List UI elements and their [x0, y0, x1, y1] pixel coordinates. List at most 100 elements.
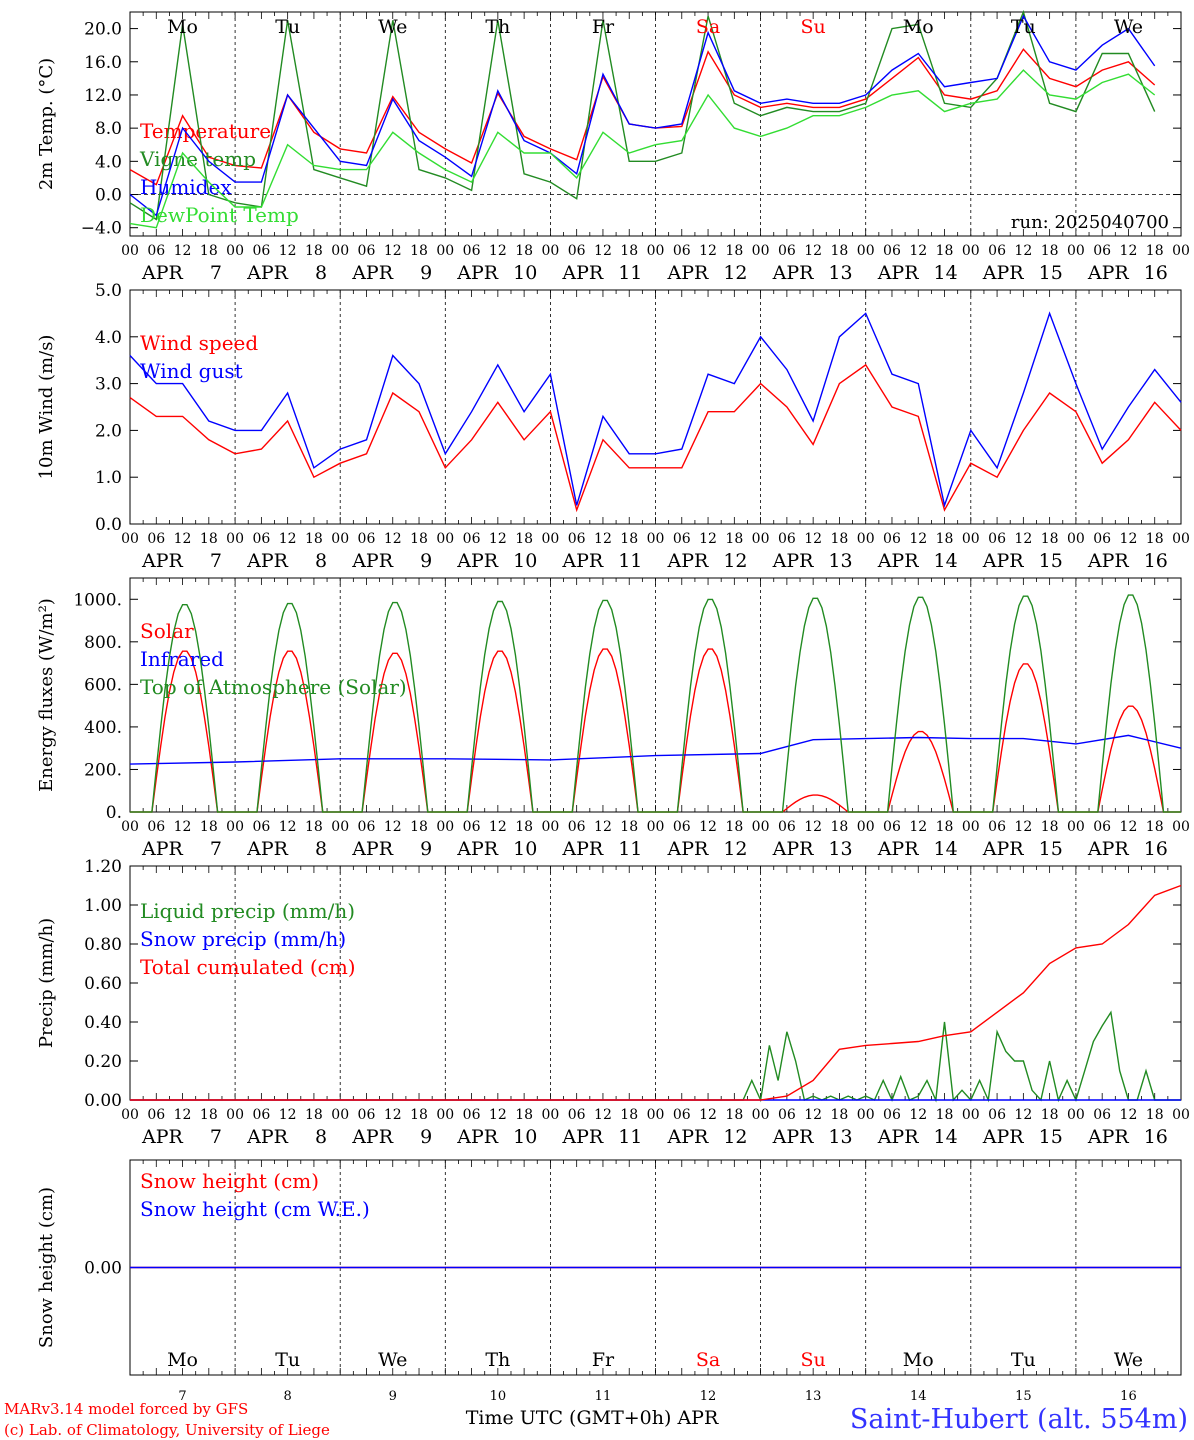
hour-tick-label: 06 [147, 531, 165, 547]
station-label: Saint-Hubert (alt. 554m) [850, 1404, 1188, 1435]
day-label: 10 [513, 550, 537, 572]
hour-tick-label: 18 [1146, 531, 1164, 547]
y-tick-label: 0.0 [95, 515, 122, 535]
hour-tick-label: 12 [594, 819, 612, 835]
legend-entry: Total cumulated (cm) [140, 955, 356, 979]
hour-tick-label: 00 [857, 531, 875, 547]
hour-tick-label: 06 [673, 243, 691, 259]
hour-tick-label: 00 [1172, 531, 1190, 547]
month-label: APR [667, 838, 710, 860]
hour-tick-label: 18 [200, 243, 218, 259]
hour-tick-label: 18 [305, 1107, 323, 1123]
day-label: 11 [618, 550, 642, 572]
month-label: APR [561, 838, 604, 860]
hour-tick-label: 12 [384, 531, 402, 547]
day-label: 15 [1039, 838, 1063, 860]
y-axis-label: 2m Temp. (°C) [36, 58, 57, 190]
hour-tick-label: 06 [673, 531, 691, 547]
hour-tick-label: 00 [752, 1107, 770, 1123]
month-label: APR [772, 550, 815, 572]
weekday-label: Tu [1011, 16, 1036, 38]
series-line-3 [130, 884, 1182, 1101]
hour-tick-label: 12 [174, 243, 192, 259]
hour-tick-label: 06 [252, 1107, 270, 1123]
weekday-label: Mo [903, 1349, 934, 1371]
hour-tick-label: 00 [226, 1107, 244, 1123]
day-label: 12 [723, 1126, 747, 1148]
hour-tick-label: 18 [936, 243, 954, 259]
month-label: APR [561, 262, 604, 284]
y-tick-label: 800. [84, 633, 122, 653]
hour-tick-label: 00 [331, 819, 349, 835]
legend-entry: Snow precip (mm/h) [140, 927, 346, 951]
hour-tick-label: 18 [410, 1107, 428, 1123]
hour-tick-label: 18 [620, 1107, 638, 1123]
month-label: APR [141, 838, 184, 860]
hour-tick-label: 00 [331, 531, 349, 547]
day-label: 12 [723, 838, 747, 860]
y-tick-label: 20.0 [84, 20, 122, 40]
month-label: APR [351, 838, 394, 860]
y-axis-label: Snow height (cm) [36, 1187, 57, 1348]
month-label: APR [246, 550, 289, 572]
weekday-label: We [1114, 16, 1143, 38]
weekday-label: Fr [592, 16, 615, 38]
y-tick-label: 0.80 [84, 935, 122, 955]
hour-tick-label: 06 [252, 819, 270, 835]
hour-tick-label: 06 [358, 819, 376, 835]
hour-tick-label: 18 [305, 243, 323, 259]
legend-entry: Top of Atmosphere (Solar) [140, 675, 407, 699]
hour-tick-label: 18 [831, 243, 849, 259]
hour-tick-label: 18 [725, 819, 743, 835]
hour-tick-label: 06 [1093, 1107, 1111, 1123]
month-label: APR [246, 1126, 289, 1148]
legend-entry: Wind speed [140, 331, 258, 355]
hour-tick-label: 12 [489, 531, 507, 547]
y-tick-label: 0. [106, 803, 122, 823]
day-label: 7 [210, 1126, 222, 1148]
day-label: 14 [934, 1126, 958, 1148]
hour-tick-label: 00 [331, 1107, 349, 1123]
month-label: APR [982, 262, 1025, 284]
hour-tick-label: 12 [1014, 819, 1032, 835]
legend-entry: Wind gust [140, 359, 243, 383]
month-label: APR [141, 550, 184, 572]
hour-tick-label: 18 [1041, 1107, 1059, 1123]
series-line-1 [129, 363, 1182, 513]
month-label: APR [1087, 838, 1130, 860]
y-tick-label: 0.20 [84, 1052, 122, 1072]
hour-tick-label: 00 [226, 243, 244, 259]
legend-entry: Temperature [140, 119, 271, 143]
day-number-label: 13 [805, 1389, 822, 1404]
series-line-3 [129, 14, 1156, 217]
day-number-label: 10 [490, 1389, 507, 1404]
legend-entry: Infrared [140, 647, 224, 671]
day-label: 11 [618, 838, 642, 860]
hour-tick-label: 12 [384, 243, 402, 259]
hour-tick-label: 18 [1041, 243, 1059, 259]
day-label: 12 [723, 262, 747, 284]
hour-tick-label: 12 [489, 243, 507, 259]
month-label: APR [351, 262, 394, 284]
hour-tick-label: 18 [410, 531, 428, 547]
hour-tick-label: 00 [541, 531, 559, 547]
month-label: APR [667, 1126, 710, 1148]
hour-tick-label: 06 [463, 1107, 481, 1123]
month-label: APR [351, 550, 394, 572]
hour-tick-label: 00 [226, 819, 244, 835]
hour-tick-label: 18 [620, 243, 638, 259]
hour-tick-label: 18 [200, 1107, 218, 1123]
day-number-label: 9 [389, 1389, 397, 1404]
hour-tick-label: 06 [358, 531, 376, 547]
hour-tick-label: 00 [121, 243, 139, 259]
hour-tick-label: 00 [331, 243, 349, 259]
hour-tick-label: 00 [1172, 1107, 1190, 1123]
hour-tick-label: 18 [936, 531, 954, 547]
day-number-label: 11 [595, 1389, 612, 1404]
hour-tick-label: 06 [778, 1107, 796, 1123]
y-tick-label: 2.0 [95, 421, 122, 441]
hour-tick-label: 00 [857, 819, 875, 835]
month-label: APR [1087, 262, 1130, 284]
hour-tick-label: 06 [1093, 819, 1111, 835]
hour-tick-label: 18 [831, 1107, 849, 1123]
